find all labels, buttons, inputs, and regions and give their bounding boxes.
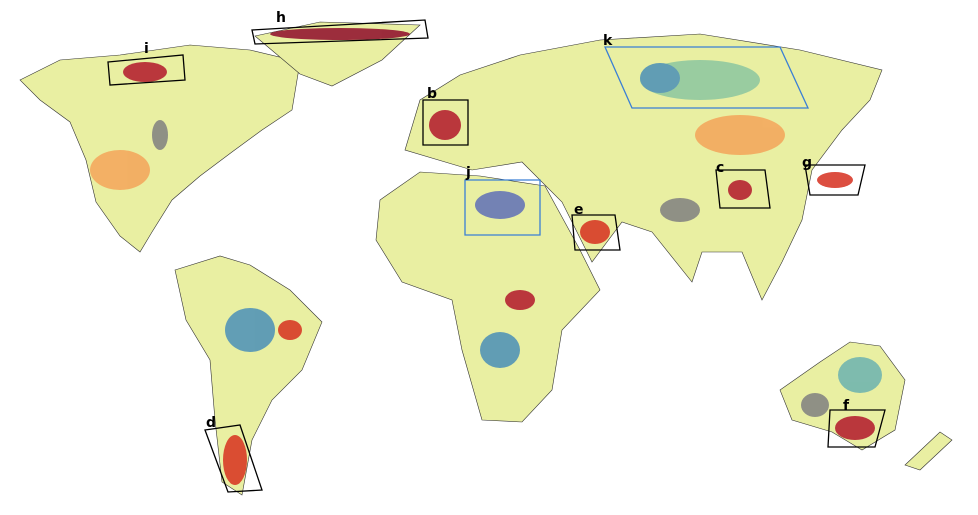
box-g bbox=[804, 164, 866, 196]
panel-label: f bbox=[843, 398, 850, 414]
panel-labels: h i b k c g j e d f bbox=[144, 10, 850, 431]
panel-label: c bbox=[716, 160, 724, 176]
patch bbox=[225, 308, 275, 352]
box-c bbox=[715, 169, 771, 209]
patch bbox=[728, 180, 752, 200]
patch bbox=[505, 290, 535, 310]
patch bbox=[278, 320, 302, 340]
panel-label: e bbox=[574, 202, 584, 218]
patch bbox=[695, 115, 785, 155]
patch bbox=[835, 416, 875, 440]
panel-label: j bbox=[465, 165, 471, 181]
africa bbox=[375, 171, 601, 423]
anomaly-patches bbox=[90, 28, 882, 485]
box-d bbox=[204, 424, 263, 493]
new-zealand bbox=[904, 431, 953, 471]
box-i bbox=[107, 54, 186, 86]
panel-label: g bbox=[802, 155, 812, 171]
patch bbox=[838, 357, 882, 393]
panel-label: b bbox=[427, 86, 437, 102]
eurasia bbox=[404, 33, 883, 301]
panel-label: h bbox=[276, 10, 286, 26]
box-f bbox=[827, 409, 886, 448]
box-e bbox=[571, 214, 621, 251]
region-boxes bbox=[107, 19, 886, 493]
patch bbox=[429, 110, 461, 140]
patch bbox=[801, 393, 829, 417]
panel-label: d bbox=[206, 415, 216, 431]
panel-label: i bbox=[144, 41, 149, 57]
patch bbox=[480, 332, 520, 368]
patch bbox=[475, 191, 525, 219]
south-america bbox=[174, 255, 323, 496]
box-b bbox=[422, 99, 469, 146]
panel-label: k bbox=[603, 33, 613, 49]
patch bbox=[123, 62, 167, 82]
patch bbox=[640, 63, 680, 93]
land bbox=[19, 21, 953, 496]
patch bbox=[270, 28, 410, 40]
patch bbox=[152, 120, 168, 150]
patch bbox=[817, 172, 853, 188]
box-k bbox=[604, 46, 810, 109]
patch bbox=[90, 150, 150, 190]
patch bbox=[580, 220, 610, 244]
box-j bbox=[464, 179, 541, 236]
patch bbox=[660, 198, 700, 222]
patch bbox=[223, 435, 247, 485]
box-h bbox=[251, 19, 429, 45]
